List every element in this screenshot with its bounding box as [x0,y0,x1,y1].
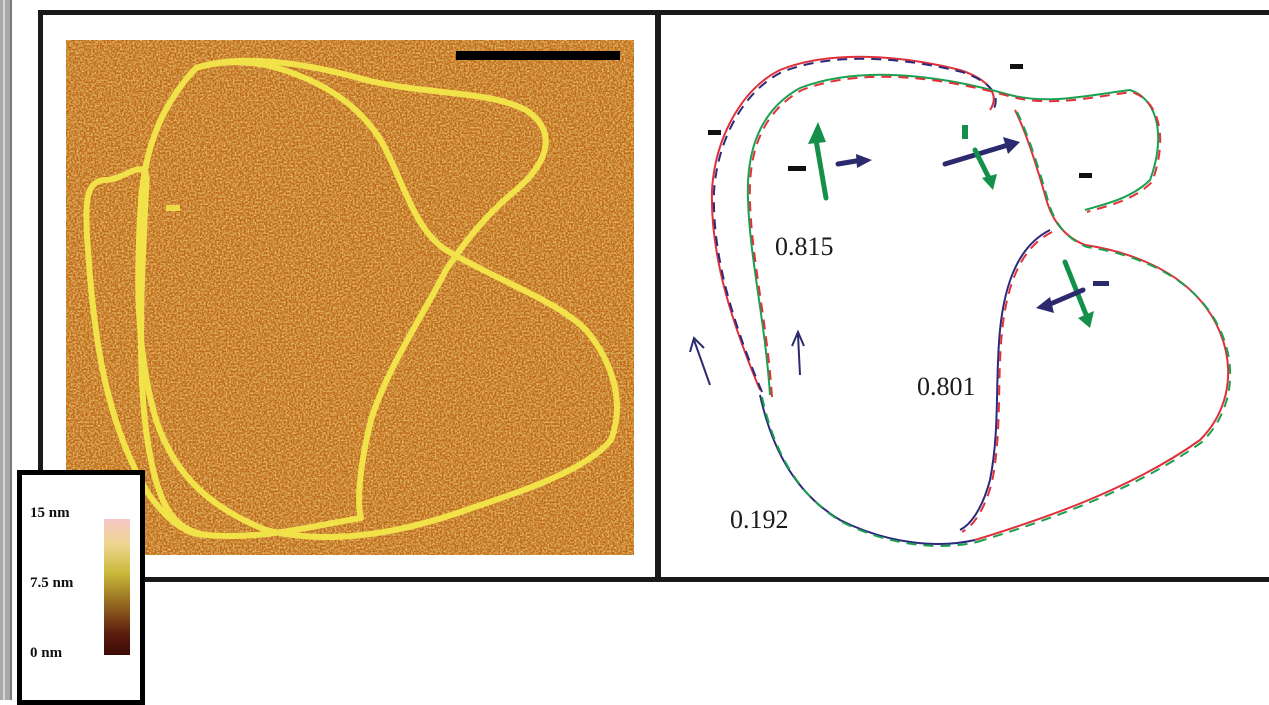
dna-strands [83,57,620,541]
panel-divider [655,10,661,582]
helix-outer-red [710,55,995,391]
value-label: 0.815 [775,232,834,261]
helix-middle-blue [959,229,1051,531]
minus-sign [1093,281,1109,286]
height-colorbar-legend: 15 nm 7.5 nm 0 nm [17,470,145,705]
helix-inner-green [746,73,1160,396]
small-arrow-right [797,334,801,376]
dna-schematic [661,15,1269,577]
minus-sign [788,166,806,171]
helix-right-red [974,109,1230,541]
dna-loop-inner [135,59,620,541]
minus-sign [962,125,968,139]
minus-sign [708,130,721,135]
colorbar-top-label: 15 nm [30,505,70,521]
afm-image [66,40,634,555]
dna-loop-outer [83,57,549,539]
minus-sign [1079,173,1092,178]
arrow-navy-right-1 [835,158,859,167]
colorbar-bottom-label: 0 nm [30,645,63,661]
helix-middle-red [961,231,1053,533]
window-left-edge [0,0,12,700]
helix-right-green [976,111,1232,543]
arrow-green-down-2 [1062,259,1090,320]
helix-bottom-green [761,396,978,547]
helix-inner-red [748,75,1162,398]
scale-bar [456,51,620,60]
arrow-green-up [813,137,829,201]
small-arrow-left [693,339,711,386]
minus-sign [1010,64,1023,69]
value-label: 0.192 [730,505,789,534]
helix-bottom-blue [759,394,976,545]
arrow-navy-left [1045,287,1086,308]
colorbar-gradient [104,519,130,655]
figure-frame [38,10,1269,582]
value-label: 0.801 [917,372,976,401]
arrow-green-down-1 [972,147,993,183]
helix-outer-blue [712,57,997,393]
colorbar-mid-label: 7.5 nm [30,575,74,591]
